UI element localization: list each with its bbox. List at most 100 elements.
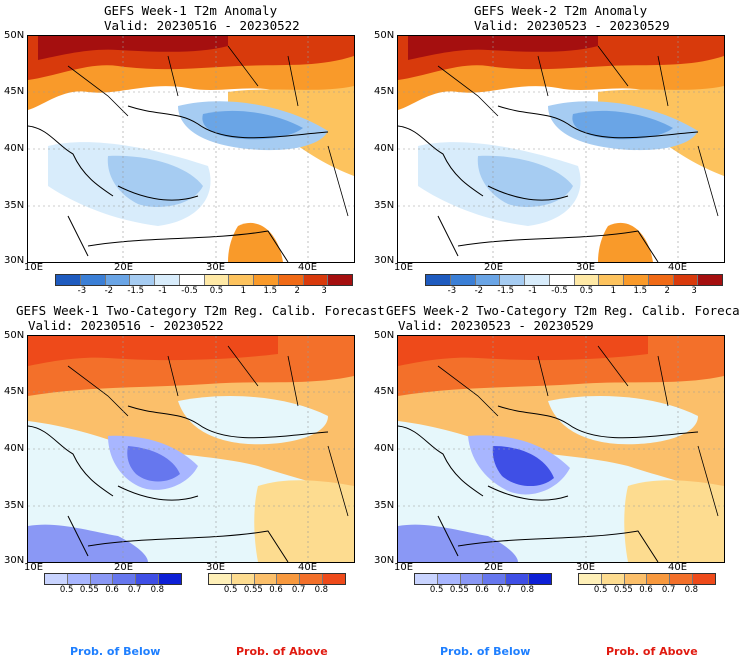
gridlines: [398, 336, 724, 562]
above-probability-colorbar: [208, 573, 346, 585]
colorbar-swatch: [89, 574, 113, 584]
anomaly-colorbar: [425, 274, 723, 286]
anomaly-map: [27, 35, 355, 263]
colorbar-tick-label: 0.5: [579, 286, 594, 296]
colorbar-swatch: [573, 275, 599, 285]
colorbar-swatch: [647, 275, 673, 285]
colorbar-swatch: [209, 574, 231, 584]
above-probability-east-south: [254, 480, 354, 562]
colorbar-swatch: [276, 574, 300, 584]
panel-week1-probability: GEFS Week-1 Two-Category T2m Reg. Calib.…: [0, 300, 385, 600]
colorbar-tick-label: 2: [294, 286, 300, 296]
below-probability-aegean-core: [127, 446, 180, 482]
colorbar-swatch: [524, 275, 549, 285]
colorbar-tick-label: -3: [77, 286, 87, 296]
below-probability-colorbar: [414, 573, 552, 585]
below-probability-south: [28, 524, 148, 562]
colorbar-tick-label: 0.5: [209, 286, 224, 296]
coastline: [28, 405, 329, 562]
panel-valid-dates: Valid: 20230523 - 20230529: [474, 18, 670, 33]
colorbar-swatch: [548, 275, 574, 285]
colorbar-tick-label: -3: [447, 286, 457, 296]
colorbar-tick-label: 0.55: [449, 585, 469, 595]
coastline: [398, 405, 699, 562]
colorbar-tick-label: 3: [321, 286, 327, 296]
lat-label-35n: 35N: [374, 200, 395, 211]
colorbar-swatch: [158, 574, 181, 584]
colorbar-swatch: [598, 275, 623, 285]
warm-anomaly-south: [598, 222, 653, 262]
strong-cold-anomaly-region: [202, 110, 303, 140]
colorbar-tick-label: 0.7: [497, 585, 512, 595]
colorbar-swatch: [528, 574, 551, 584]
colorbar-swatch: [426, 275, 450, 285]
colorbar-swatch: [436, 574, 460, 584]
colorbar-tick-label: -1: [528, 286, 537, 296]
colorbar-swatch: [474, 275, 500, 285]
below-probability-aegean-core: [492, 446, 554, 487]
colorbar-tick-label: 0.7: [127, 585, 142, 595]
gridlines: [28, 36, 354, 262]
colorbar-swatch: [203, 275, 229, 285]
lon-label-20e: 20E: [114, 262, 134, 273]
colorbar-swatch: [646, 574, 670, 584]
panel-valid-dates: Valid: 20230516 - 20230522: [104, 18, 300, 33]
colorbar-tick-label: 0.5: [429, 585, 444, 595]
colorbar-tick-label: -2: [104, 286, 114, 296]
colorbar-tick-label: -1: [158, 286, 167, 296]
colorbar-tick-label: 0.6: [475, 585, 489, 595]
panel-valid-dates: Valid: 20230516 - 20230522: [28, 318, 224, 333]
lat-label-40n: 40N: [4, 443, 25, 454]
colorbar-swatch: [327, 275, 352, 285]
colorbar-swatch: [230, 574, 254, 584]
country-borders: [67, 45, 349, 217]
colorbar-swatch: [579, 574, 601, 584]
colorbar-tick-label: 2: [664, 286, 670, 296]
colorbar-swatch: [45, 574, 67, 584]
lat-label-50n: 50N: [4, 330, 25, 341]
lon-label-20e: 20E: [484, 262, 504, 273]
panel-week1-anomaly: GEFS Week-1 T2m Anomaly Valid: 20230516 …: [0, 0, 370, 300]
colorbar-swatch: [623, 275, 648, 285]
colorbar-swatch: [56, 275, 80, 285]
anomaly-map-svg: [398, 36, 724, 262]
colorbar-swatch: [79, 275, 105, 285]
lat-label-40n: 40N: [374, 443, 395, 454]
colorbar-swatch: [669, 574, 693, 584]
lat-label-45n: 45N: [4, 86, 25, 97]
coastline: [28, 105, 329, 262]
colorbar-swatch: [600, 574, 624, 584]
colorbar-tick-label: 0.6: [269, 585, 283, 595]
anomaly-map: [397, 35, 725, 263]
lat-label-50n: 50N: [4, 30, 25, 41]
lon-label-40e: 40E: [298, 562, 318, 573]
colorbar-swatch: [129, 275, 154, 285]
lon-label-20e: 20E: [114, 562, 134, 573]
lat-label-45n: 45N: [374, 86, 395, 97]
gridlines: [398, 36, 724, 262]
colorbar-tick-label: 3: [691, 286, 697, 296]
colorbar-swatch: [228, 275, 253, 285]
below-probability-colorbar-ticks: 0.5 0.55 0.6 0.7 0.8: [44, 585, 180, 597]
prob-above-label-left: Prob. of Above: [236, 645, 328, 658]
colorbar-swatch: [277, 275, 303, 285]
colorbar-swatch: [253, 574, 277, 584]
prob-below-label-right: Prob. of Below: [440, 645, 531, 658]
lat-label-30n: 30N: [374, 555, 395, 566]
colorbar-tick-label: 0.7: [291, 585, 306, 595]
colorbar-tick-label: 0.7: [661, 585, 676, 595]
colorbar-tick-label: 0.6: [105, 585, 119, 595]
prob-above-label-right: Prob. of Above: [606, 645, 698, 658]
colorbar-swatch: [112, 574, 136, 584]
panel-title: GEFS Week-1 T2m Anomaly: [104, 3, 278, 18]
lon-label-10e: 10E: [24, 262, 44, 273]
colorbar-swatch: [299, 574, 323, 584]
above-probability-colorbar-ticks: 0.5 0.55 0.6 0.7 0.8: [208, 585, 344, 597]
lat-label-35n: 35N: [374, 500, 395, 511]
colorbar-swatch: [449, 275, 475, 285]
colorbar-swatch: [499, 275, 524, 285]
colorbar-swatch: [459, 574, 483, 584]
lat-label-35n: 35N: [4, 500, 25, 511]
above-probability-colorbar-ticks: 0.5 0.55 0.6 0.7 0.8: [578, 585, 714, 597]
colorbar-swatch: [154, 275, 179, 285]
